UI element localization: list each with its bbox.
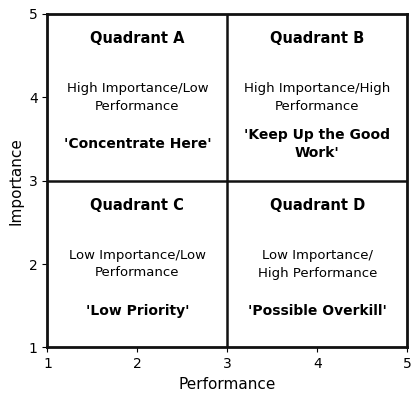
Text: Low Importance/Low
Performance: Low Importance/Low Performance <box>69 248 206 280</box>
Text: High Importance/Low
Performance: High Importance/Low Performance <box>67 82 208 113</box>
Text: Quadrant B: Quadrant B <box>270 31 365 46</box>
Text: High Importance/High
Performance: High Importance/High Performance <box>244 82 391 113</box>
X-axis label: Performance: Performance <box>178 377 276 392</box>
Text: Quadrant D: Quadrant D <box>270 198 365 213</box>
Y-axis label: Importance: Importance <box>8 137 24 224</box>
Text: Quadrant C: Quadrant C <box>90 198 184 213</box>
Text: 'Keep Up the Good
Work': 'Keep Up the Good Work' <box>244 128 390 160</box>
Text: 'Concentrate Here': 'Concentrate Here' <box>63 137 211 151</box>
Text: Low Importance/
High Performance: Low Importance/ High Performance <box>257 248 377 280</box>
Text: Quadrant A: Quadrant A <box>90 31 185 46</box>
Text: 'Low Priority': 'Low Priority' <box>86 304 189 318</box>
Text: 'Possible Overkill': 'Possible Overkill' <box>248 304 387 318</box>
